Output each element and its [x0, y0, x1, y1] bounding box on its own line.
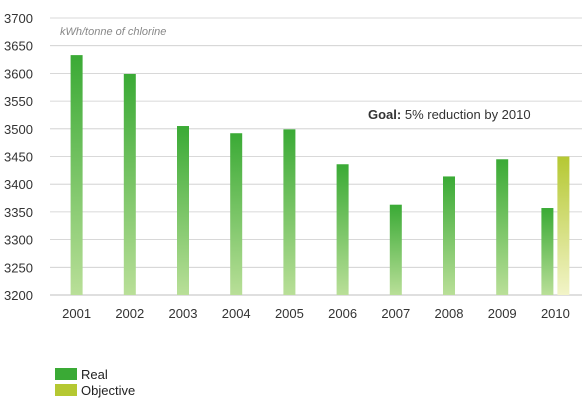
- y-tick-label: 3700: [4, 11, 33, 26]
- legend-item-real: Real: [55, 366, 135, 382]
- bar-real-2003: [177, 126, 189, 295]
- x-tick-label: 2007: [381, 306, 410, 321]
- y-tick-label: 3200: [4, 288, 33, 303]
- y-tick-label: 3550: [4, 94, 33, 109]
- bar-real-2005: [283, 129, 296, 295]
- bar-objective-2010: [557, 156, 570, 295]
- grid: [50, 17, 582, 296]
- x-tick-label: 2006: [328, 306, 357, 321]
- x-tick-label: 2010: [541, 306, 570, 321]
- x-axis-ticks: 2001 2002 2003 2004 2005 2006 2007 2008 2009 2010: [62, 306, 570, 321]
- goal-annotation: Goal: 5% reduction by 2010: [368, 107, 531, 122]
- y-axis-ticks: 3200 3250 3300 3350 3400 3450 3500 3550 3600 3650…: [4, 11, 33, 303]
- legend: Real Objective: [55, 366, 135, 398]
- x-tick-label: 2009: [488, 306, 517, 321]
- x-tick-label: 2001: [62, 306, 91, 321]
- x-tick-label: 2002: [115, 306, 144, 321]
- legend-swatch-real: [55, 368, 77, 380]
- bars: [70, 55, 570, 296]
- bar-real-2002: [123, 73, 136, 295]
- unit-label: kWh/tonne of chlorine: [60, 26, 166, 38]
- legend-item-objective: Objective: [55, 382, 135, 398]
- bar-real-2007: [389, 204, 402, 295]
- x-tick-label: 2003: [169, 306, 198, 321]
- bar-real-2001: [70, 55, 83, 296]
- x-tick-label: 2005: [275, 306, 304, 321]
- x-tick-label: 2004: [222, 306, 251, 321]
- goal-annotation-bold: Goal:: [368, 107, 401, 122]
- bar-real-2006: [336, 164, 349, 295]
- y-tick-label: 3600: [4, 66, 33, 81]
- y-tick-label: 3500: [4, 122, 33, 137]
- bar-real-2004: [230, 133, 243, 295]
- y-tick-label: 3350: [4, 205, 33, 220]
- y-tick-label: 3400: [4, 177, 33, 192]
- y-tick-label: 3250: [4, 260, 33, 275]
- legend-swatch-objective: [55, 384, 77, 396]
- legend-label-real: Real: [81, 366, 108, 382]
- x-tick-label: 2008: [435, 306, 464, 321]
- goal-annotation-text: 5% reduction by 2010: [401, 107, 530, 122]
- y-tick-label: 3450: [4, 150, 33, 165]
- bar-real-2009: [496, 159, 509, 295]
- y-tick-label: 3650: [4, 39, 33, 54]
- y-tick-label: 3300: [4, 233, 33, 248]
- bar-real-2008: [443, 176, 455, 295]
- legend-label-objective: Objective: [81, 382, 136, 398]
- bar-real-2010: [541, 208, 554, 295]
